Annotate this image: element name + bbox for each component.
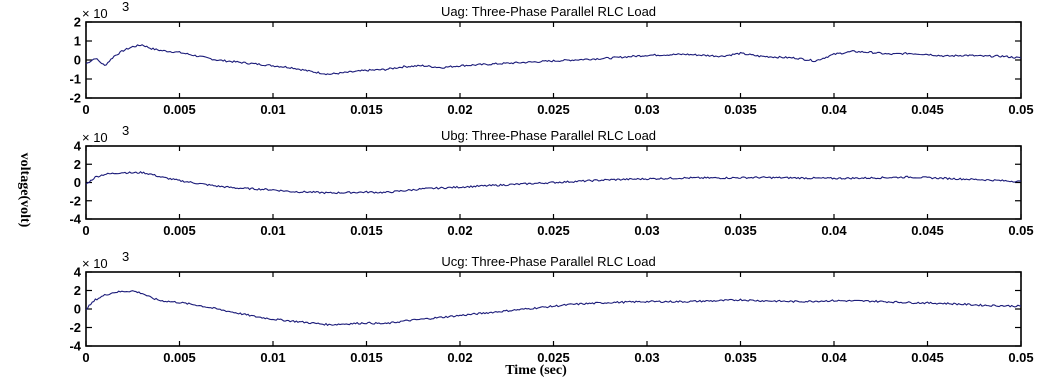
x-tick-label: 0.02 <box>447 102 472 117</box>
x-tick-label: 0.035 <box>724 102 757 117</box>
y-tick-label: 2 <box>74 283 81 298</box>
x-tick-label: 0.005 <box>163 223 196 238</box>
x-tick-label: 0.02 <box>447 223 472 238</box>
x-tick-label: 0.025 <box>537 223 570 238</box>
x-tick-label: 0.02 <box>447 350 472 365</box>
x-tick-label: 0 <box>82 350 89 365</box>
y-tick-label: -4 <box>69 339 81 354</box>
x-tick-label: 0.025 <box>537 350 570 365</box>
y-tick-label: 0 <box>74 175 81 190</box>
y-tick-label: -2 <box>69 91 81 106</box>
y-multiplier-exponent: 3 <box>122 249 129 264</box>
y-tick-label: 4 <box>74 139 82 154</box>
x-tick-label: 0.005 <box>163 350 196 365</box>
x-tick-label: 0.015 <box>350 102 383 117</box>
y-tick-label: 1 <box>74 34 81 49</box>
subplot-3: Ucg: Three-Phase Parallel RLC Load × 10 3 0… <box>69 249 1033 365</box>
x-tick-label: 0.04 <box>821 102 847 117</box>
subplot-title: Ubg: Three-Phase Parallel RLC Load <box>441 128 656 143</box>
signal-series-line <box>85 290 1022 327</box>
x-tick-label: 0.03 <box>634 223 659 238</box>
y-multiplier-label: × 10 <box>82 6 108 21</box>
x-tick-label: 0 <box>82 223 89 238</box>
x-tick-label: 0.015 <box>350 223 383 238</box>
y-multiplier-exponent: 3 <box>122 0 129 14</box>
y-axis-label: voltage(volt) <box>17 153 32 228</box>
subplot-title: Uag: Three-Phase Parallel RLC Load <box>441 4 656 19</box>
x-tick-label: 0.04 <box>821 223 847 238</box>
subplot-2: Ubg: Three-Phase Parallel RLC Load × 10 3 0… <box>69 123 1033 238</box>
y-tick-label: 0 <box>74 53 81 68</box>
y-tick-label: -1 <box>69 72 81 87</box>
y-multiplier-label: × 10 <box>82 256 108 271</box>
y-tick-label: -4 <box>69 212 81 227</box>
subplot-title: Ucg: Three-Phase Parallel RLC Load <box>441 254 655 269</box>
y-tick-label: 4 <box>74 265 82 280</box>
x-tick-label: 0.045 <box>911 350 944 365</box>
subplots-group: Uag: Three-Phase Parallel RLC Load × 10 3 0… <box>69 0 1033 365</box>
signal-series-line <box>85 170 1022 195</box>
y-tick-label: -2 <box>69 320 81 335</box>
y-tick-label: 0 <box>74 302 81 317</box>
x-tick-label: 0.015 <box>350 350 383 365</box>
x-tick-label: 0.03 <box>634 350 659 365</box>
x-tick-label: 0.005 <box>163 102 196 117</box>
x-tick-label: 0.035 <box>724 350 757 365</box>
y-tick-label: 2 <box>74 157 81 172</box>
x-tick-label: 0.03 <box>634 102 659 117</box>
x-tick-label: 0.01 <box>260 350 285 365</box>
subplot-1: Uag: Three-Phase Parallel RLC Load × 10 3 0… <box>69 0 1033 117</box>
y-tick-label: 2 <box>74 15 81 30</box>
x-axis-label: Time (sec) <box>505 363 567 378</box>
y-multiplier-label: × 10 <box>82 130 108 145</box>
x-tick-label: 0.01 <box>260 223 285 238</box>
x-tick-label: 0.05 <box>1008 223 1033 238</box>
x-tick-label: 0.05 <box>1008 350 1033 365</box>
x-tick-label: 0.05 <box>1008 102 1033 117</box>
x-tick-label: 0.01 <box>260 102 285 117</box>
x-tick-label: 0.025 <box>537 102 570 117</box>
x-tick-label: 0 <box>82 102 89 117</box>
x-tick-label: 0.04 <box>821 350 847 365</box>
y-multiplier-exponent: 3 <box>122 123 129 138</box>
signal-series-line <box>85 44 1022 76</box>
x-tick-label: 0.035 <box>724 223 757 238</box>
x-tick-label: 0.045 <box>911 223 944 238</box>
x-tick-label: 0.045 <box>911 102 944 117</box>
y-tick-label: -2 <box>69 193 81 208</box>
